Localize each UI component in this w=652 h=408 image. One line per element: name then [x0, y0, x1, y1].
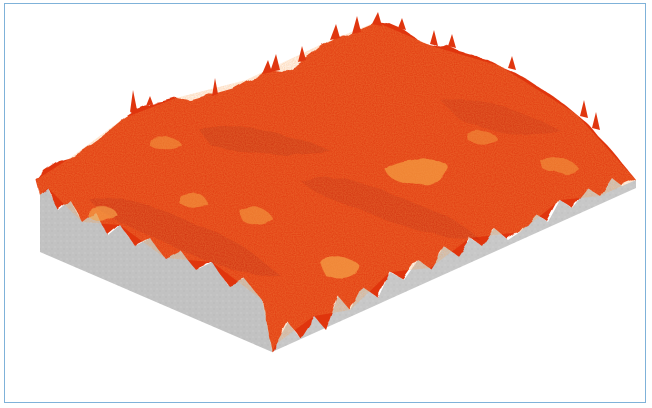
- surface-mesh: [36, 12, 636, 352]
